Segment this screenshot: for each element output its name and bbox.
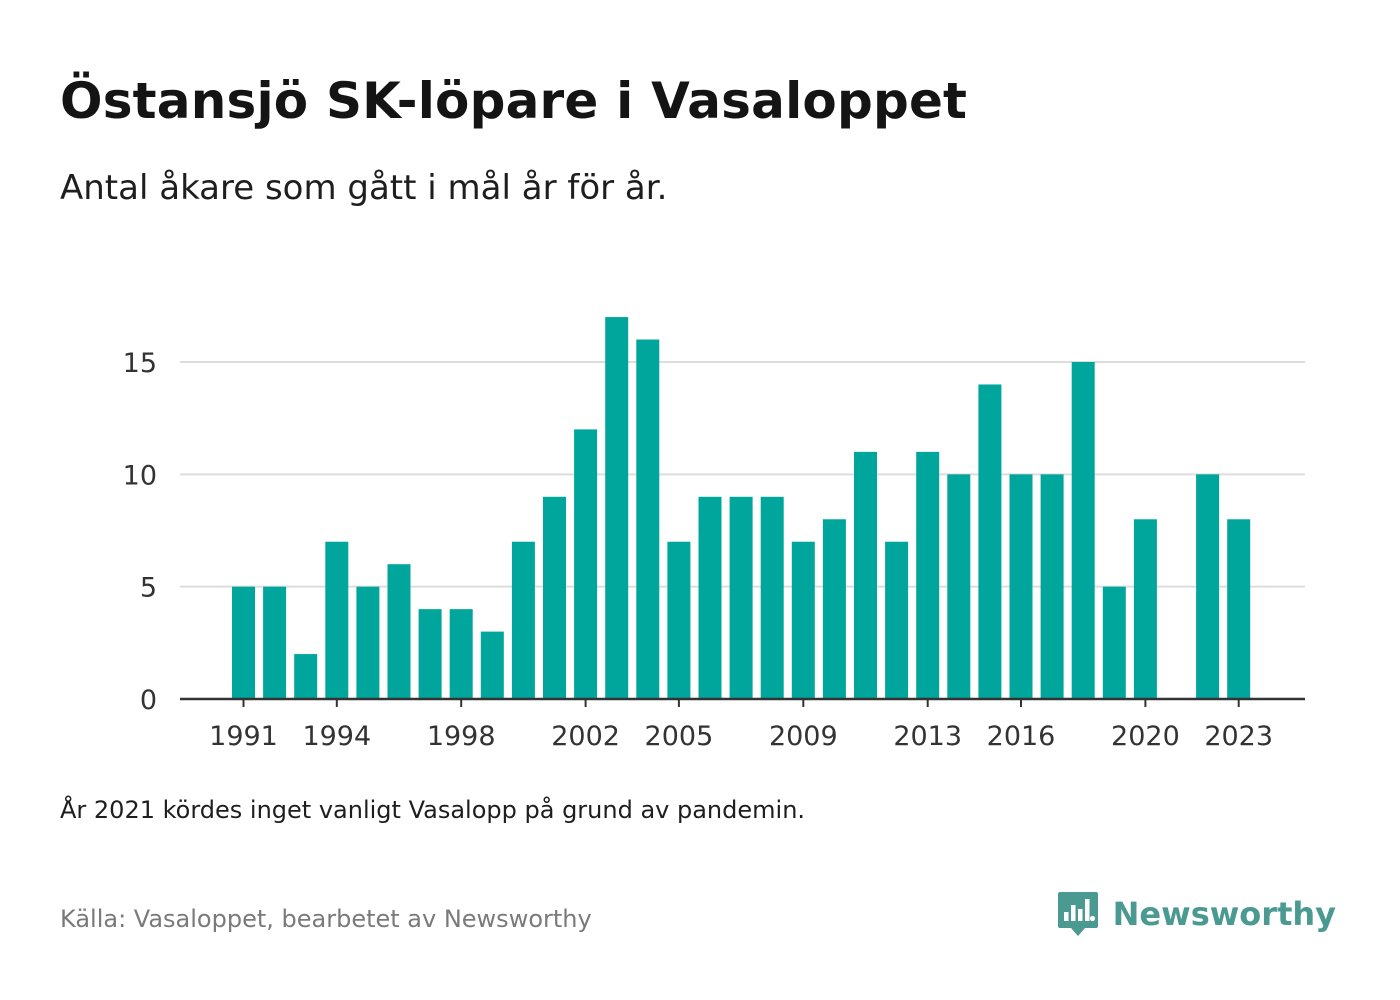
x-axis-labels: 1991 1994 1998 2002 2005 2009 2013 2016 2020 2023 <box>209 721 1273 752</box>
bar-2004 <box>636 339 660 699</box>
bar-2013 <box>916 451 940 699</box>
y-axis-labels: 0 5 10 15 <box>123 348 157 716</box>
bar-1991 <box>232 586 255 699</box>
bar-2019 <box>1102 586 1126 699</box>
bar-2002 <box>574 429 598 699</box>
x-tick-label-1994: 1994 <box>302 721 371 752</box>
bar-2011 <box>854 451 877 699</box>
bar-2010 <box>822 519 846 699</box>
bar-2012 <box>885 541 909 699</box>
bar-1995 <box>356 586 380 699</box>
bar-2001 <box>543 496 566 699</box>
bar-2022 <box>1196 474 1220 699</box>
bar-2000 <box>511 541 535 699</box>
x-tick-label-2009: 2009 <box>769 721 838 752</box>
x-tick-label-2002: 2002 <box>551 721 620 752</box>
bar-2020 <box>1133 519 1157 699</box>
bar-1993 <box>294 654 318 699</box>
source-credit: Källa: Vasaloppet, bearbetet av Newswort… <box>60 905 592 933</box>
bar-2008 <box>760 496 784 699</box>
chart-subtitle: Antal åkare som gått i mål år för år. <box>60 168 668 208</box>
bar-2006 <box>698 496 722 699</box>
bar-1994 <box>325 541 349 699</box>
bar-1996 <box>387 564 411 699</box>
brand-logo: Newsworthy <box>1057 890 1336 938</box>
bar-2023 <box>1227 519 1251 699</box>
bar-2014 <box>947 474 971 699</box>
bar-2016 <box>1009 474 1033 699</box>
x-tick-label-2023: 2023 <box>1204 721 1273 752</box>
y-tick-label-0: 0 <box>140 685 157 716</box>
chart-title: Östansjö SK-löpare i Vasaloppet <box>60 72 968 130</box>
newsworthy-logo-icon <box>1057 892 1098 936</box>
x-tick-label-2020: 2020 <box>1111 721 1180 752</box>
bar-2003 <box>605 317 629 699</box>
bar-2009 <box>791 541 815 699</box>
bar-1997 <box>418 609 442 699</box>
y-tick-label-5: 5 <box>140 573 157 604</box>
x-axis <box>180 697 1305 707</box>
bar-2015 <box>978 384 1002 699</box>
y-tick-label-10: 10 <box>123 460 157 491</box>
bar-1998 <box>449 609 473 699</box>
bar-1999 <box>480 631 504 699</box>
bar-2005 <box>667 541 691 699</box>
bar-2018 <box>1071 362 1095 699</box>
bar-2007 <box>729 496 753 699</box>
bar-2017 <box>1040 474 1064 699</box>
y-tick-label-15: 15 <box>123 348 157 379</box>
chart-note: År 2021 kördes inget vanligt Vasalopp på… <box>60 796 806 824</box>
bars <box>232 317 1251 699</box>
brand-name: Newsworthy <box>1112 895 1336 933</box>
x-tick-label-1991: 1991 <box>209 721 278 752</box>
x-tick-label-2013: 2013 <box>893 721 962 752</box>
x-tick-label-1998: 1998 <box>427 721 496 752</box>
x-tick-label-2016: 2016 <box>987 721 1056 752</box>
bar-1992 <box>263 586 287 699</box>
x-tick-label-2005: 2005 <box>645 721 714 752</box>
